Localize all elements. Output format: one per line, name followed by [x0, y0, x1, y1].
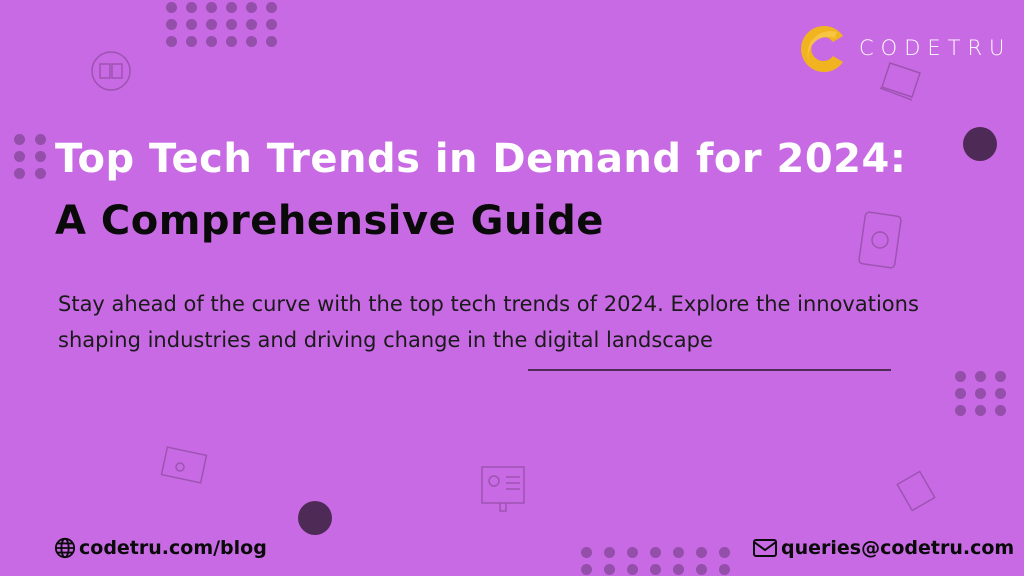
brand-name: CODETRU	[859, 36, 1012, 60]
codetru-logo-mark	[801, 26, 843, 72]
description: Stay ahead of the curve with the top tec…	[58, 292, 919, 352]
email-link[interactable]: queries@codetru.com	[752, 537, 1014, 559]
dot-grid-bottom	[581, 547, 730, 575]
decorative-circle	[298, 501, 332, 535]
dot-grid-right	[955, 371, 1006, 416]
documents-icon	[896, 470, 936, 512]
book-icon	[91, 51, 131, 91]
dot-grid-left	[14, 134, 46, 179]
mobile-settings-icon	[858, 211, 902, 269]
email-text: queries@codetru.com	[781, 537, 1015, 559]
title-line-2: A Comprehensive Guide	[55, 198, 604, 244]
mail-icon	[753, 539, 777, 557]
laptop-icon	[879, 62, 921, 101]
divider-line	[528, 369, 891, 371]
online-profile-icon	[481, 466, 525, 512]
title-line-1: Top Tech Trends in Demand for 2024:	[55, 136, 907, 182]
tablet-icon	[160, 446, 208, 484]
globe-icon	[54, 537, 76, 559]
website-text: codetru.com/blog	[79, 537, 267, 559]
website-link[interactable]: codetru.com/blog	[54, 537, 267, 559]
codetru-logo: CODETRU	[797, 22, 1011, 74]
dot-grid-top	[166, 2, 277, 47]
decorative-circle	[963, 127, 997, 161]
